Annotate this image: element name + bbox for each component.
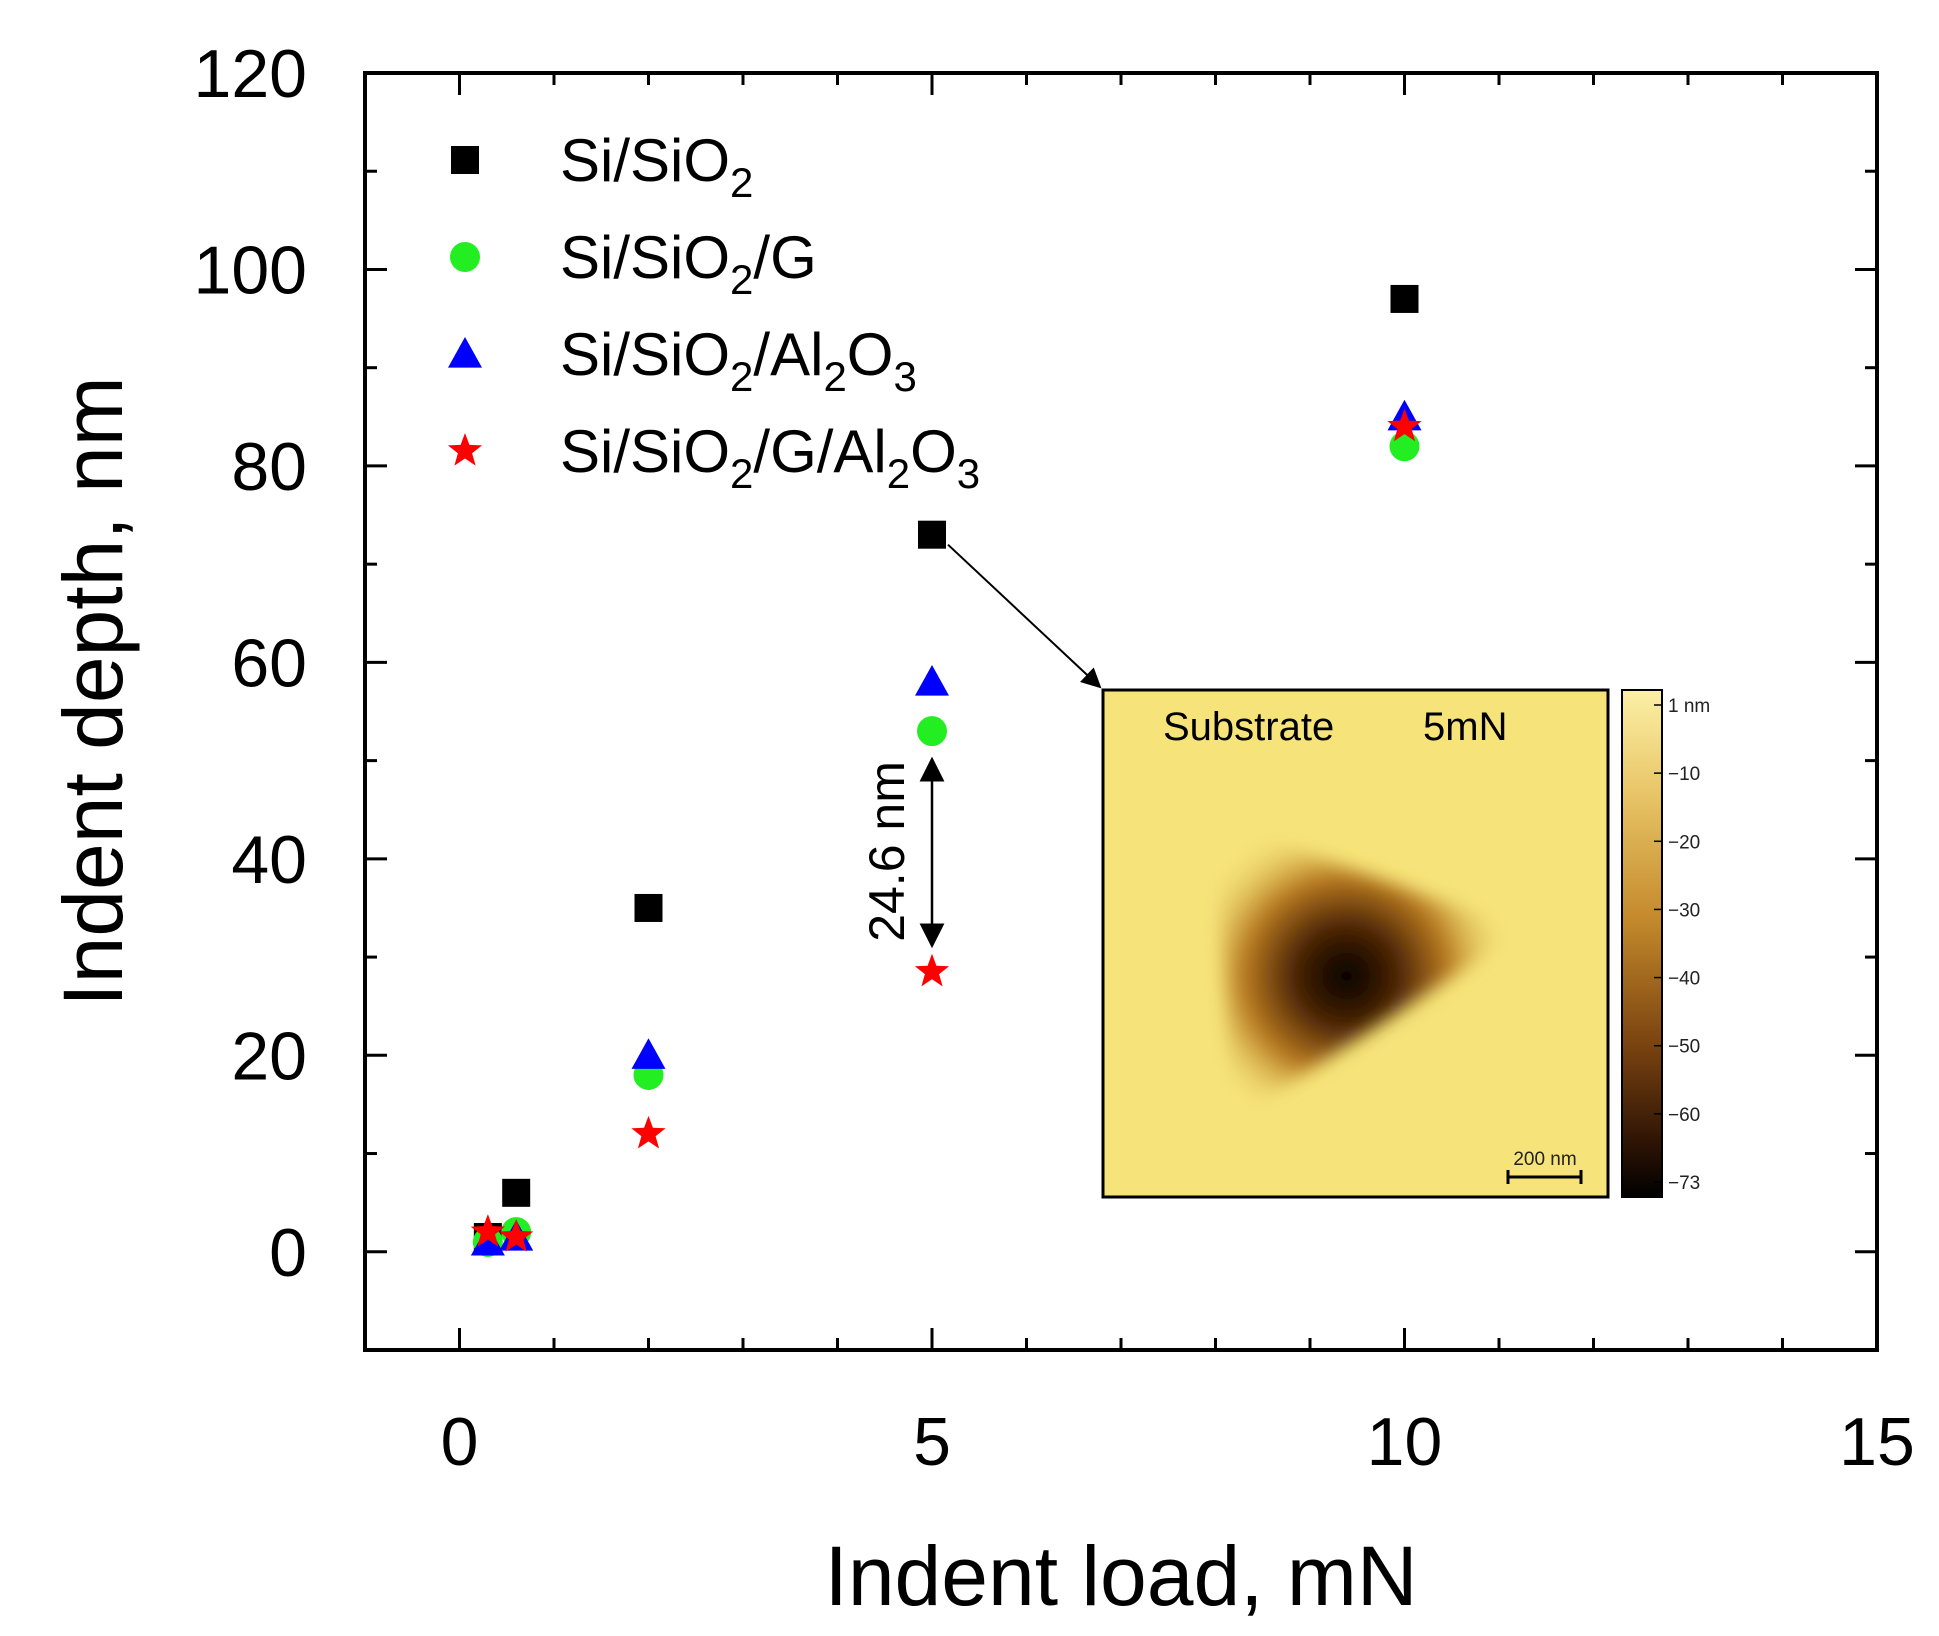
data-point [634, 893, 663, 922]
indent-triangle [1213, 820, 1523, 1120]
data-point [914, 953, 950, 987]
y-axis-title: Indent depth, nm [46, 376, 140, 1006]
legend-marker [450, 242, 480, 272]
legend-label: Si/SiO2 [560, 127, 753, 206]
data-point [631, 1038, 666, 1069]
data-point [915, 665, 949, 696]
colorbar-label: 1 nm [1668, 696, 1710, 717]
y-tick-label: 80 [231, 429, 307, 505]
series-3 [470, 408, 1422, 1252]
x-tick-label: 0 [441, 1404, 479, 1480]
data-point [918, 520, 946, 549]
plot-frame [363, 71, 1879, 1352]
colorbar-label: −30 [1668, 900, 1700, 921]
legend-label: Si/SiO2/Al2O3 [560, 321, 917, 400]
legend-label: Si/SiO2/G/Al2O3 [560, 418, 980, 497]
inset-pointer-arrow [947, 543, 1102, 689]
legend-label: Si/SiO2/G [560, 224, 817, 303]
colorbar [1621, 689, 1663, 1198]
data-markers [470, 284, 1422, 1257]
y-tick-label: 100 [194, 232, 307, 308]
legend-marker [448, 337, 482, 368]
y-tick-label: 20 [231, 1018, 307, 1094]
x-tick-label: 15 [1839, 1404, 1915, 1480]
y-tick-label: 120 [194, 36, 307, 112]
data-point [1387, 408, 1422, 442]
colorbar-label: −50 [1668, 1037, 1700, 1058]
colorbar-labels: 1 nm −10 −20 −30 −40 −50 −60 −73 [1654, 696, 1710, 1194]
scale-bar-label: 200 nm [1513, 1149, 1576, 1170]
data-point [502, 1178, 531, 1207]
inset-title-substrate: Substrate [1163, 705, 1334, 749]
y-tick-label: 0 [269, 1215, 307, 1291]
legend: Si/SiO2 Si/SiO2/G Si/SiO2/Al2O3 Si/SiO2/G/A… [447, 127, 980, 497]
data-point [1389, 431, 1420, 462]
x-tick-label: 10 [1367, 1404, 1443, 1480]
data-point [917, 716, 947, 747]
colorbar-label: −20 [1668, 832, 1700, 853]
colorbar-label: −10 [1668, 764, 1700, 785]
colorbar-label: −73 [1668, 1173, 1700, 1194]
colorbar-label: −60 [1668, 1105, 1700, 1126]
legend-marker [451, 146, 479, 174]
y-tick-label: 60 [231, 625, 307, 701]
data-point [1390, 284, 1419, 313]
annotation-label: 24.6 nm [859, 761, 915, 942]
x-tick-label: 5 [913, 1404, 951, 1480]
data-point [499, 1219, 534, 1252]
inset-title-load: 5mN [1423, 705, 1507, 749]
colorbar-label: −40 [1668, 969, 1700, 990]
tick-labels: 0 5 10 15 0 20 40 60 80 100 120 [194, 36, 1915, 1480]
data-point [631, 1115, 666, 1149]
y-tick-label: 40 [231, 822, 307, 898]
data-point [470, 1224, 505, 1256]
data-point [470, 1214, 505, 1247]
x-axis-title: Indent load, mN [824, 1529, 1417, 1623]
afm-inset: Substrate 5mN 200 nm 1 nm −10 −20 −30 −40 −50… [1101, 688, 1710, 1199]
legend-marker [447, 433, 483, 466]
